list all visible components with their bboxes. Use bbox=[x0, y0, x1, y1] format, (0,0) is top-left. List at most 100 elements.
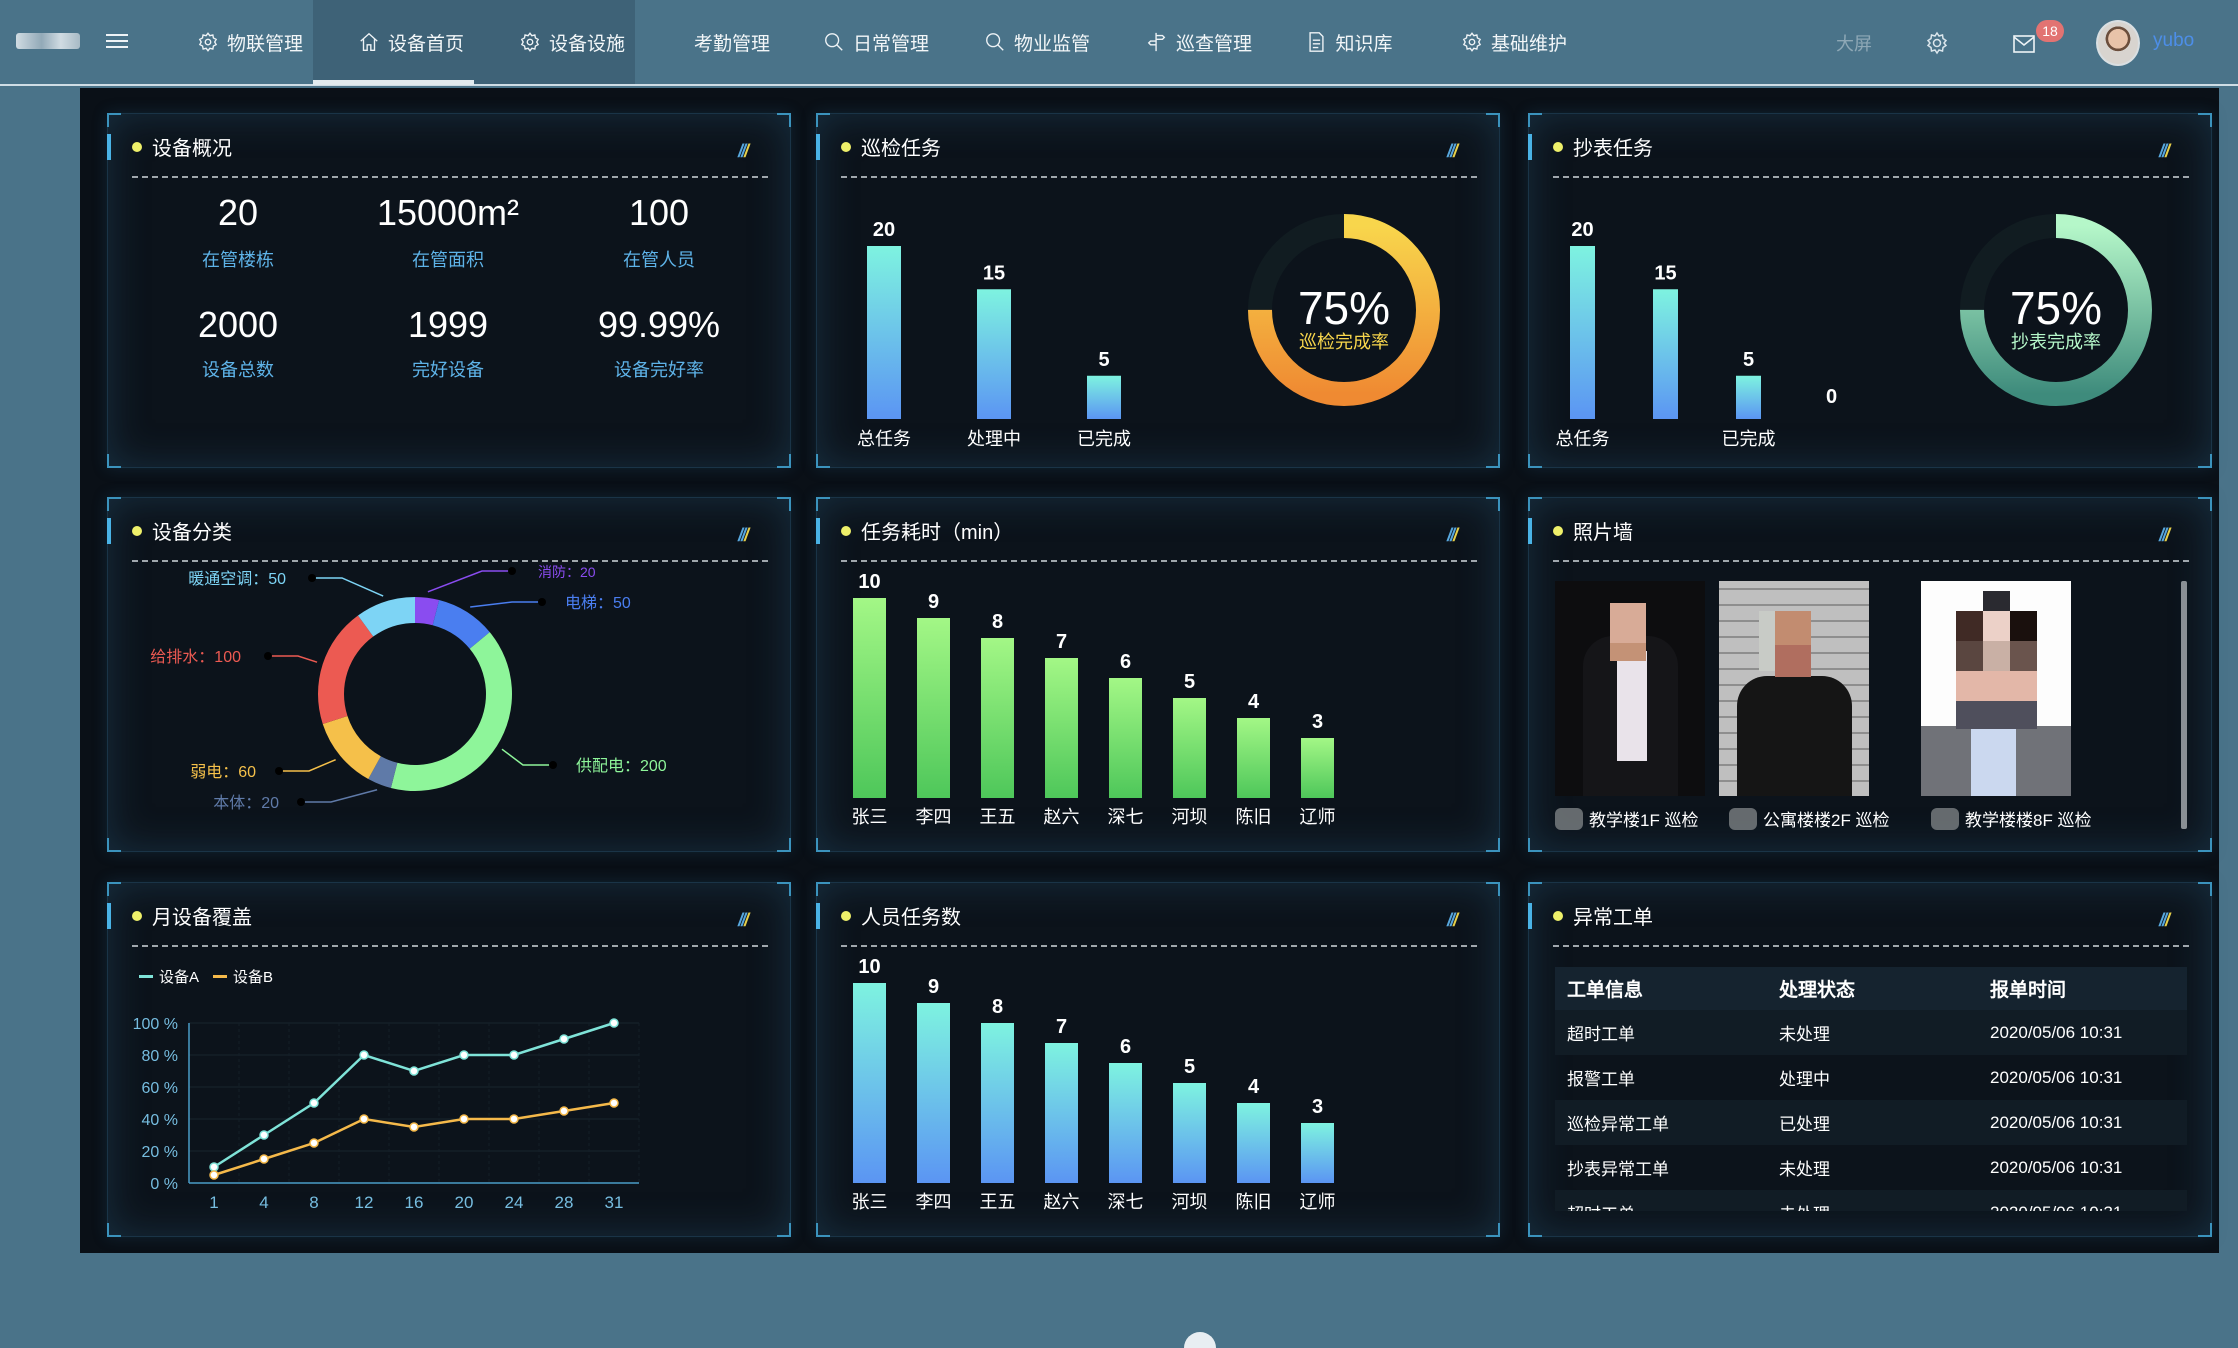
bar[interactable] bbox=[917, 1003, 950, 1183]
scroll-handle[interactable] bbox=[1184, 1332, 1216, 1348]
data-point[interactable] bbox=[509, 1050, 519, 1060]
donut-slice[interactable] bbox=[357, 597, 415, 637]
bar[interactable] bbox=[1173, 698, 1206, 798]
data-point[interactable] bbox=[459, 1050, 469, 1060]
nav-item[interactable]: 物联管理 bbox=[197, 0, 303, 84]
bar[interactable] bbox=[1237, 1103, 1270, 1183]
title-accent-bar bbox=[107, 518, 111, 544]
nav-item[interactable]: 巡查管理 bbox=[1146, 0, 1252, 84]
panel-photo-wall: 照片墙 教学楼1F 巡检 公寓楼楼2F 巡检 教学 bbox=[1528, 497, 2212, 852]
photo[interactable] bbox=[1921, 581, 2071, 796]
settings-gear-icon[interactable] bbox=[1925, 31, 1949, 55]
donut-slice[interactable] bbox=[368, 756, 398, 788]
bar[interactable] bbox=[1087, 375, 1121, 419]
avatar[interactable] bbox=[2096, 20, 2140, 66]
data-point[interactable] bbox=[209, 1170, 219, 1180]
bar[interactable] bbox=[1045, 658, 1078, 798]
data-point[interactable] bbox=[609, 1098, 619, 1108]
nav-item[interactable]: 知识库 bbox=[1305, 0, 1393, 84]
corner-bracket bbox=[2198, 838, 2212, 852]
column-header[interactable]: 处理状态 bbox=[1779, 980, 1856, 1001]
bar[interactable] bbox=[1653, 289, 1678, 419]
photo[interactable] bbox=[1555, 581, 1705, 796]
table-cell: 2020/05/06 10:31 bbox=[1990, 1157, 2123, 1177]
bar[interactable] bbox=[977, 289, 1011, 419]
donut-slice[interactable] bbox=[322, 715, 381, 780]
corner-bracket bbox=[1486, 838, 1500, 852]
nav-item[interactable]: 设备设施 bbox=[519, 0, 625, 84]
column-header[interactable]: 报单时间 bbox=[1990, 980, 2067, 1001]
stripes-icon: /// bbox=[738, 910, 749, 930]
column-header[interactable]: 工单信息 bbox=[1567, 980, 1644, 1001]
bar[interactable] bbox=[1109, 1063, 1142, 1183]
stat-value: 2000 bbox=[197, 304, 279, 345]
bar[interactable] bbox=[981, 638, 1014, 798]
menu-toggle-icon[interactable] bbox=[106, 30, 128, 52]
data-point[interactable] bbox=[359, 1114, 369, 1124]
big-screen-link[interactable]: 大屏 bbox=[1836, 34, 1872, 54]
table-row[interactable]: 报警工单 处理中 2020/05/06 10:31 bbox=[1555, 1055, 2187, 1100]
bar[interactable] bbox=[1736, 375, 1761, 419]
nav-item[interactable]: 物业监管 bbox=[984, 0, 1090, 84]
bar[interactable] bbox=[1045, 1043, 1078, 1183]
donut-slice[interactable] bbox=[415, 597, 440, 626]
bar[interactable] bbox=[1173, 1083, 1206, 1183]
donut-slice[interactable] bbox=[390, 632, 512, 791]
bar[interactable] bbox=[853, 983, 886, 1183]
bar[interactable] bbox=[917, 618, 950, 798]
data-point[interactable] bbox=[559, 1034, 569, 1044]
bar[interactable] bbox=[1570, 246, 1595, 419]
nav-item[interactable]: 考勤管理 bbox=[694, 0, 770, 84]
table-cell: 未处理 bbox=[1779, 1160, 1830, 1179]
nav-item[interactable]: 基础维护 bbox=[1461, 0, 1567, 84]
bar-category-label: 王五 bbox=[980, 807, 1016, 827]
user-name[interactable]: yubo bbox=[2153, 30, 2195, 51]
data-point[interactable] bbox=[209, 1162, 219, 1172]
bar[interactable] bbox=[1301, 1123, 1334, 1183]
logo[interactable] bbox=[16, 33, 80, 49]
y-tick-label: 80 % bbox=[142, 1048, 178, 1065]
bar[interactable] bbox=[867, 246, 901, 419]
data-point[interactable] bbox=[609, 1018, 619, 1028]
bar[interactable] bbox=[1109, 678, 1142, 798]
data-point[interactable] bbox=[359, 1050, 369, 1060]
donut-slice[interactable] bbox=[432, 600, 490, 649]
bar[interactable] bbox=[1237, 718, 1270, 798]
photo-scrollbar[interactable] bbox=[2181, 581, 2187, 829]
table-row[interactable]: 抄表异常工单 未处理 2020/05/06 10:31 bbox=[1555, 1145, 2187, 1190]
document-icon bbox=[1309, 32, 1324, 52]
bar[interactable] bbox=[981, 1023, 1014, 1183]
donut-slice[interactable] bbox=[318, 615, 374, 724]
bar[interactable] bbox=[1301, 738, 1334, 798]
signpost-icon bbox=[1147, 32, 1166, 52]
table-row[interactable]: 巡检异常工单 已处理 2020/05/06 10:31 bbox=[1555, 1100, 2187, 1145]
legend-label[interactable]: 设备B bbox=[233, 969, 273, 986]
data-point[interactable] bbox=[509, 1114, 519, 1124]
nav-item[interactable]: 日常管理 bbox=[823, 0, 929, 84]
corner-bracket bbox=[1528, 113, 1542, 127]
panel-title: 人员任务数 bbox=[861, 907, 961, 929]
mail-icon[interactable] bbox=[2012, 34, 2036, 54]
title-accent-bar bbox=[1528, 134, 1532, 160]
title-accent-bar bbox=[816, 903, 820, 929]
panel-title: 月设备覆盖 bbox=[152, 907, 252, 929]
data-point[interactable] bbox=[409, 1066, 419, 1076]
data-point[interactable] bbox=[309, 1098, 319, 1108]
legend-label[interactable]: 设备A bbox=[159, 969, 199, 986]
panel-title: 照片墙 bbox=[1573, 522, 1633, 544]
nav-item[interactable]: 设备首页 bbox=[358, 0, 464, 84]
photo[interactable] bbox=[1719, 581, 1869, 796]
data-point[interactable] bbox=[459, 1114, 469, 1124]
data-point[interactable] bbox=[409, 1122, 419, 1132]
data-point[interactable] bbox=[259, 1154, 269, 1164]
data-point[interactable] bbox=[559, 1106, 569, 1116]
bar[interactable] bbox=[853, 598, 886, 798]
title-dot bbox=[132, 910, 142, 921]
bar-value-label: 4 bbox=[1248, 691, 1260, 713]
data-point[interactable] bbox=[309, 1138, 319, 1148]
x-tick-label: 1 bbox=[209, 1193, 218, 1212]
bar-category-label: 河坝 bbox=[1172, 1192, 1208, 1212]
data-point[interactable] bbox=[259, 1130, 269, 1140]
